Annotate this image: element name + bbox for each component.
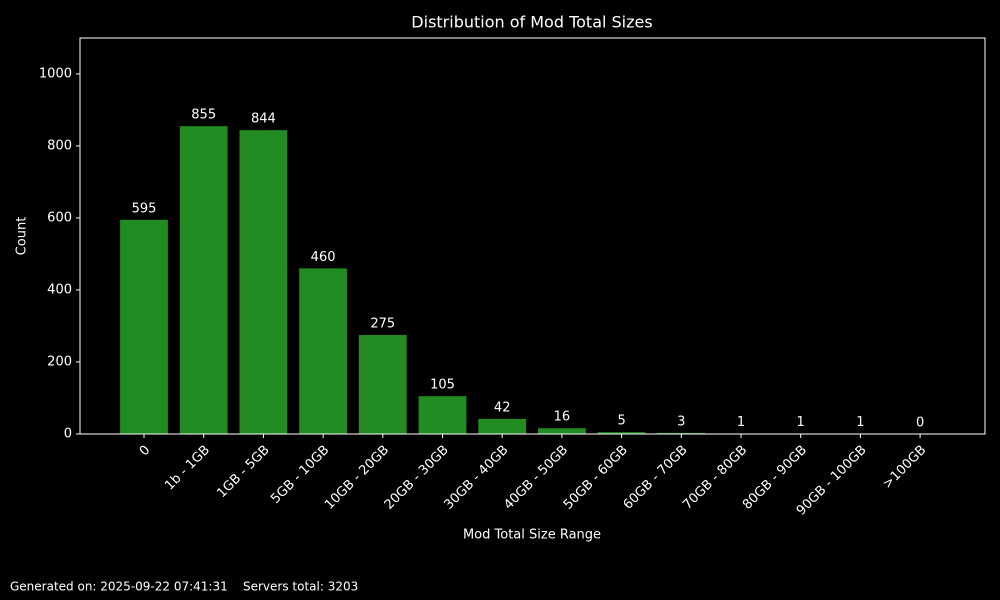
value-label: 16 [554, 410, 571, 425]
value-label: 275 [370, 317, 395, 332]
footer: Generated on: 2025-09-22 07:41:31 Server… [10, 580, 358, 594]
value-label: 844 [251, 112, 276, 127]
x-axis-label: Mod Total Size Range [463, 528, 601, 543]
value-label: 595 [132, 201, 157, 216]
value-label: 1 [856, 415, 864, 430]
value-label: 460 [311, 250, 336, 265]
value-label: 42 [494, 400, 511, 415]
bar [418, 396, 467, 434]
y-tick-label: 200 [47, 355, 72, 370]
y-tick-label: 600 [47, 211, 72, 226]
bar [478, 418, 527, 434]
y-tick-label: 0 [64, 427, 72, 442]
value-label: 0 [916, 416, 924, 431]
y-tick-label: 800 [47, 139, 72, 154]
y-axis-label: Count [15, 217, 30, 256]
y-tick-label: 400 [47, 283, 72, 298]
value-label: 105 [430, 378, 455, 393]
value-label: 3 [677, 414, 685, 429]
bar [299, 268, 347, 434]
bar [657, 432, 706, 434]
bar [597, 432, 646, 434]
chart-title: Distribution of Mod Total Sizes [411, 13, 652, 32]
bar [179, 126, 228, 434]
bar [538, 428, 586, 434]
value-label: 1 [737, 415, 745, 430]
bar [120, 219, 168, 434]
value-label: 1 [797, 415, 805, 430]
value-label: 5 [617, 414, 625, 429]
plot-frame [79, 37, 986, 435]
bar [239, 130, 288, 434]
y-tick-label: 1000 [39, 67, 72, 82]
value-label: 855 [191, 108, 216, 123]
bar [358, 335, 407, 434]
